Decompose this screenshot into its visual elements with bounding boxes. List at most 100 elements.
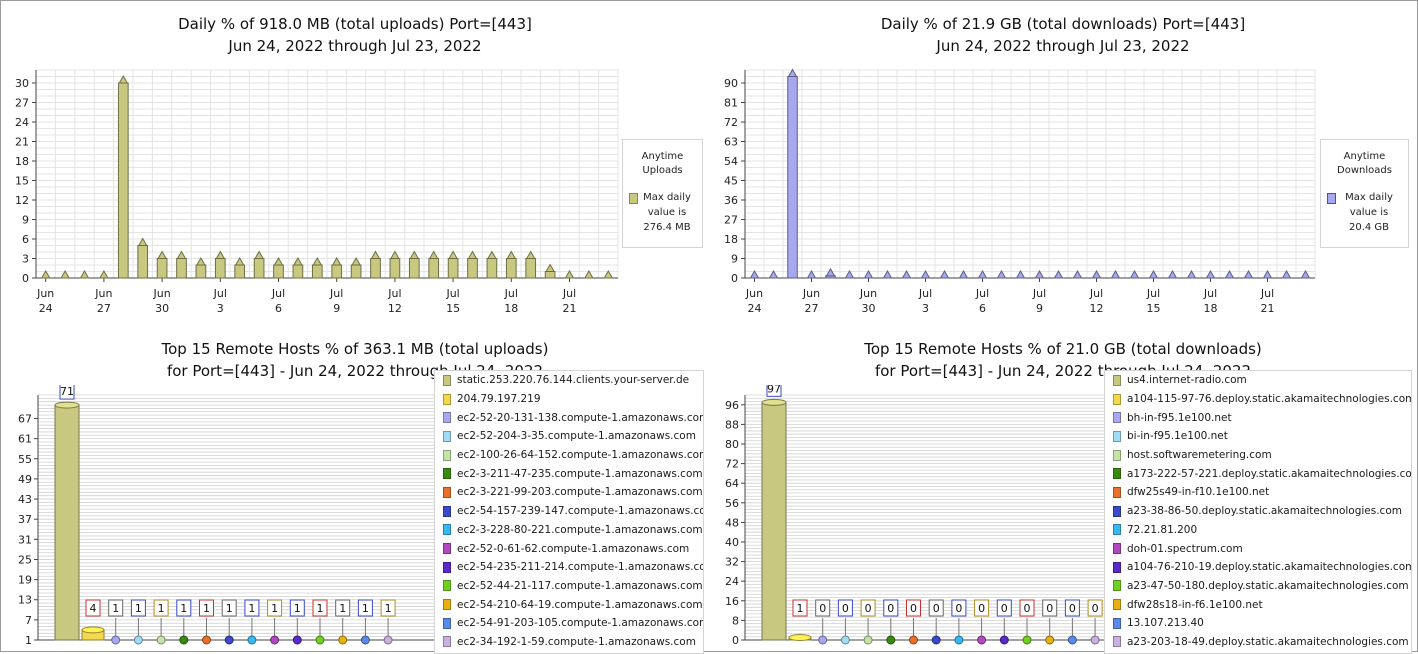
- upload-host-legend-swatch: [443, 561, 451, 573]
- uphosts-data-label-box: [59, 385, 75, 400]
- upload-host-legend-swatch: [443, 374, 451, 386]
- download-host-legend-swatch: [1113, 524, 1121, 536]
- uploads-bar-marker: [584, 269, 594, 279]
- upload-host-legend-label: ec2-54-91-203-105.compute-1.amazonaws.co…: [457, 617, 704, 630]
- uploads-bar-marker: [254, 250, 264, 259]
- uphosts-data-label-box: [244, 599, 260, 617]
- uphosts-y-tick-label: 31: [18, 533, 32, 546]
- uphosts-data-label: 1: [112, 602, 119, 615]
- uploads-y-tick-label: 27: [15, 97, 29, 110]
- uphosts-data-label: 1: [294, 602, 301, 615]
- downloads-y-tick-label: 0: [731, 272, 738, 285]
- download-host-legend-label: bi-in-f95.1e100.net: [1127, 430, 1228, 443]
- uploads-legend-swatch: [629, 193, 638, 204]
- downhosts-point: [863, 635, 873, 645]
- uploads-x-tick-month: Jul: [213, 287, 227, 300]
- download-host-legend-label: dfw28s18-in-f6.1e100.net: [1127, 598, 1263, 611]
- uploads-y-tick-label: 3: [22, 253, 29, 266]
- download-host-legend-label: us4.internet-radio.com: [1127, 374, 1247, 387]
- uploads-x-tick-month: Jul: [271, 287, 285, 300]
- downloads-y-tick-label: 36: [724, 194, 738, 207]
- upload-host-legend-swatch: [443, 430, 451, 442]
- uploads-bar-marker: [157, 250, 167, 259]
- upload-host-legend-label: ec2-100-26-64-152.compute-1.amazonaws.co…: [457, 449, 704, 462]
- uploads-y-tick-label: 21: [15, 136, 29, 149]
- upload-host-legend-swatch: [443, 449, 451, 461]
- uploads-bar-marker: [545, 263, 555, 272]
- downloads-x-tick-month: Jul: [975, 287, 989, 300]
- uphosts-y-tick-label: 37: [18, 513, 32, 526]
- uphosts-data-label: 1: [135, 602, 142, 615]
- upload-host-legend-label: ec2-52-204-3-35.compute-1.amazonaws.com: [457, 430, 696, 443]
- downhosts-data-label: 0: [1069, 602, 1076, 615]
- uploads-legend-v2: value is: [647, 207, 687, 218]
- download-host-legend-swatch: [1113, 374, 1121, 386]
- uploads-bar-marker: [448, 250, 458, 259]
- downloads-bar-marker: [958, 269, 969, 279]
- downhosts-point: [909, 635, 918, 645]
- uphosts-y-tick-label: 43: [18, 493, 32, 506]
- uploads-bar: [486, 258, 498, 279]
- download-host-legend-swatch: [1113, 617, 1121, 629]
- downloads-x-tick-day: 3: [922, 302, 929, 315]
- downloads-legend-v3: 20.4 GB: [1348, 222, 1390, 233]
- upload-host-legend-item: 204.79.197.219: [435, 390, 703, 409]
- uphosts-point: [202, 635, 211, 645]
- download-host-legend-swatch: [1113, 505, 1121, 517]
- upload-host-legend-item: ec2-52-204-3-35.compute-1.amazonaws.com: [435, 427, 703, 446]
- upload-host-legend-swatch: [443, 599, 451, 611]
- upload-host-legend-label: ec2-52-0-61-62.compute-1.amazonaws.com: [457, 542, 690, 555]
- downloads-y-tick-label: 63: [724, 136, 738, 149]
- uploads-legend-title2: Uploads: [642, 165, 683, 176]
- downloads-bar-marker: [1053, 269, 1064, 279]
- download-host-legend-swatch: [1113, 580, 1121, 592]
- download-hosts-chart: 0 8 16 24 32 40 48 56 64 72 80 88 96 97 1 0 0 0 0 0 0 0 0 0 0 0 0 0: [725, 385, 1105, 647]
- downhosts-data-label-box: [766, 385, 782, 397]
- downloads-bar-marker: [1091, 269, 1102, 279]
- uphosts-data-label: 4: [90, 602, 97, 615]
- download-host-legend-item: a23-47-50-180.deploy.static.akamaitechno…: [1105, 577, 1411, 596]
- downhosts-y-tick-label: 0: [732, 634, 739, 647]
- download-host-legend-swatch: [1113, 599, 1121, 611]
- uploads-bar: [117, 82, 129, 279]
- uploads-x-tick-day: 18: [504, 302, 518, 315]
- downloads-title-line1: Daily % of 21.9 GB (total downloads) Por…: [880, 15, 1246, 33]
- download-host-legend-swatch: [1113, 412, 1121, 424]
- download-host-legend-swatch: [1113, 543, 1121, 555]
- upload-host-legend-label: ec2-54-157-239-147.compute-1.amazonaws.c…: [457, 505, 704, 518]
- uploads-title-line2: Jun 24, 2022 through Jul 23, 2022: [228, 37, 482, 55]
- uphosts-data-label: 1: [339, 602, 346, 615]
- uphosts-point: [383, 635, 393, 645]
- download-host-legend-label: doh-01.spectrum.com: [1127, 542, 1243, 555]
- downloads-x-tick-month: Jul: [1146, 287, 1160, 300]
- downloads-y-tick-label: 81: [724, 97, 738, 110]
- downloads-y-tick-label: 45: [724, 175, 738, 188]
- downloads-bar-marker: [749, 269, 760, 279]
- uploads-x-tick-month: Jun: [94, 287, 112, 300]
- upload-host-legend-label: ec2-54-235-211-214.compute-1.amazonaws.c…: [457, 561, 704, 574]
- downloads-bar-marker: [1186, 269, 1197, 279]
- upload-host-legend-item: ec2-54-157-239-147.compute-1.amazonaws.c…: [435, 502, 703, 521]
- downloads-x-tick-month: Jul: [918, 287, 932, 300]
- downloads-chart-title: Daily % of 21.9 GB (total downloads) Por…: [848, 13, 1278, 57]
- downhosts-point: [1090, 635, 1100, 645]
- downhosts-data-label: 1: [797, 602, 804, 615]
- uploads-bar: [370, 258, 381, 279]
- uploads-bar: [137, 245, 149, 279]
- uploads-bar: [195, 264, 207, 279]
- upload-host-legend-item: ec2-54-210-64-19.compute-1.amazonaws.com: [435, 595, 703, 614]
- downhosts-plot-area: [745, 395, 1105, 640]
- uphosts-bar-top: [81, 626, 105, 634]
- upload-host-legend-swatch: [443, 468, 451, 480]
- uploads-bar: [408, 258, 420, 279]
- uploads-bar: [467, 258, 478, 279]
- downloads-bar-marker: [996, 269, 1007, 279]
- uphosts-data-label-box: [267, 599, 283, 617]
- uploads-x-tick-day: 30: [155, 302, 169, 315]
- download-host-legend-swatch: [1113, 561, 1121, 573]
- uploads-x-tick-day: 9: [333, 302, 340, 315]
- upload-host-legend-item: ec2-54-235-211-214.compute-1.amazonaws.c…: [435, 558, 703, 577]
- uphosts-bar: [54, 404, 80, 641]
- download-host-legend-label: a23-38-86-50.deploy.static.akamaitechnol…: [1127, 505, 1402, 518]
- downloads-bar-marker: [768, 269, 779, 279]
